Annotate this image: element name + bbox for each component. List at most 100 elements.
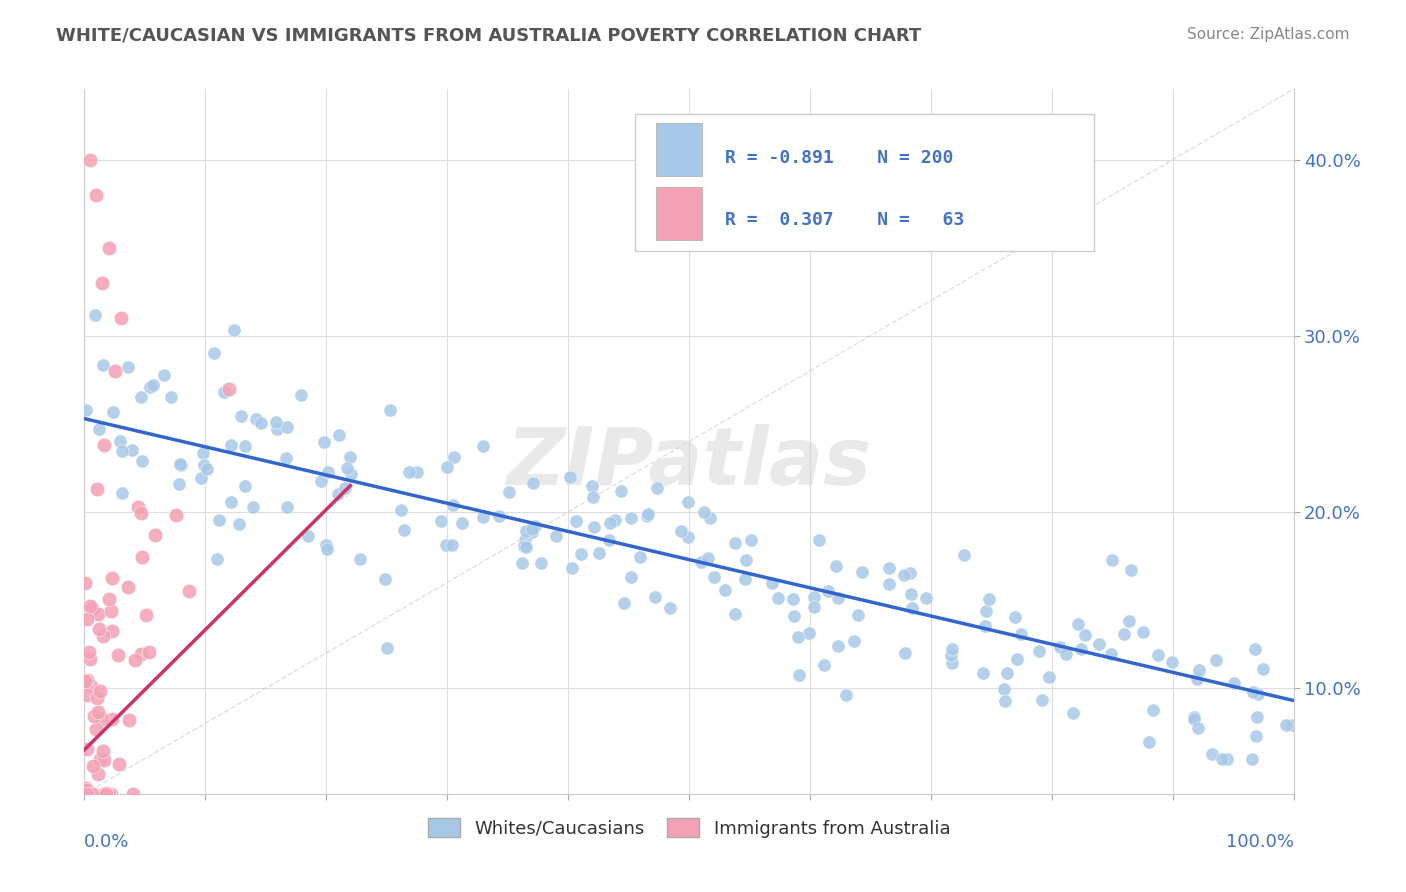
Point [86, 482, 108, 496]
Point [392, 523, 415, 537]
Point [219, 495, 242, 509]
Point [941, 656, 963, 670]
Point [441, 498, 464, 512]
Point [76, 612, 98, 626]
Point [522, 475, 544, 490]
Point [97, 241, 120, 255]
Point [1182, 712, 1205, 726]
Point [87, 706, 110, 720]
Point [1281, 717, 1303, 731]
Point [94, 787, 117, 801]
Point [994, 694, 1017, 708]
Point [825, 559, 848, 574]
Point [83, 709, 105, 723]
Point [512, 539, 534, 553]
Point [808, 533, 831, 547]
Point [472, 439, 495, 453]
Point [229, 409, 252, 424]
Point [143, 527, 166, 541]
Point [1132, 625, 1154, 640]
Point [82, 787, 104, 801]
Point [75, 576, 97, 591]
Point [827, 639, 849, 653]
Text: WHITE/CAUCASIAN VS IMMIGRANTS FROM AUSTRALIA POVERTY CORRELATION CHART: WHITE/CAUCASIAN VS IMMIGRANTS FROM AUSTR… [56, 27, 921, 45]
Point [205, 552, 228, 566]
Point [515, 524, 537, 538]
Point [510, 556, 533, 570]
Bar [657, 187, 702, 240]
Point [582, 519, 605, 533]
Point [98, 787, 121, 801]
Point [1054, 648, 1077, 662]
Point [582, 490, 605, 504]
FancyBboxPatch shape [634, 114, 1094, 252]
Point [893, 646, 915, 660]
Point [786, 630, 808, 644]
Point [91, 629, 114, 643]
Point [340, 467, 363, 482]
Point [108, 434, 131, 449]
Point [122, 787, 145, 801]
Point [1244, 642, 1267, 657]
Point [129, 390, 152, 404]
Point [77, 644, 100, 658]
Point [1070, 642, 1092, 657]
Point [569, 547, 592, 561]
Point [129, 506, 152, 520]
Point [276, 451, 298, 466]
Point [530, 556, 553, 570]
Point [97, 787, 120, 801]
Point [603, 513, 626, 527]
Point [93, 438, 115, 452]
Point [1005, 652, 1028, 666]
Point [879, 561, 901, 575]
Point [131, 647, 153, 661]
Point [93, 753, 115, 767]
Point [228, 516, 250, 531]
Point [1161, 655, 1184, 669]
Point [782, 592, 804, 607]
Point [1182, 710, 1205, 724]
Point [813, 657, 835, 672]
Point [290, 388, 312, 402]
Point [1121, 563, 1143, 577]
Point [703, 570, 725, 584]
Point [86, 187, 108, 202]
Point [693, 505, 716, 519]
Point [434, 538, 457, 552]
Point [877, 576, 900, 591]
Point [235, 479, 257, 493]
Point [193, 458, 215, 472]
Point [314, 435, 336, 450]
Point [941, 642, 963, 657]
Point [391, 503, 413, 517]
Point [153, 368, 176, 382]
Point [689, 555, 711, 569]
Point [79, 153, 101, 167]
Point [79, 679, 101, 693]
Point [1187, 721, 1209, 735]
Point [588, 546, 610, 560]
Point [104, 364, 127, 378]
Point [740, 533, 762, 547]
Point [1004, 610, 1026, 624]
Point [893, 567, 915, 582]
Point [1201, 747, 1223, 762]
Point [520, 524, 543, 539]
Point [349, 551, 371, 566]
Point [91, 712, 114, 726]
Point [678, 494, 700, 508]
Point [315, 538, 337, 552]
Point [266, 422, 288, 436]
Point [1010, 627, 1032, 641]
Point [636, 508, 658, 523]
Point [91, 358, 114, 372]
Point [1240, 751, 1263, 765]
Point [628, 549, 651, 564]
Point [827, 591, 849, 605]
Point [914, 591, 936, 605]
Point [218, 382, 240, 396]
Text: 100.0%: 100.0% [1226, 832, 1294, 851]
Point [787, 668, 810, 682]
Point [97, 787, 120, 801]
